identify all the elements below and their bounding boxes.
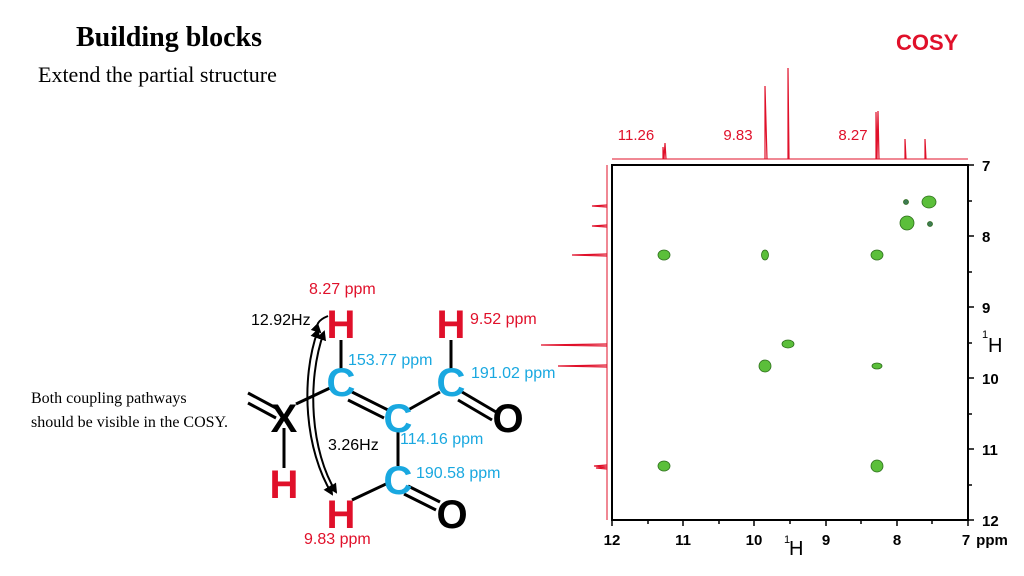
shift-label-h-top-left: 8.27 ppm (309, 281, 376, 298)
atoms: H H X C C C O H C O H (270, 303, 524, 537)
cosy-peak (903, 199, 909, 205)
top-projection: 11.26 9.83 8.27 (612, 67, 968, 160)
atom-h-bottom-center: H (327, 493, 356, 537)
bond-c-b-to-c-c (407, 390, 441, 412)
y-tick-label: 10 (982, 371, 999, 388)
x-axis-labels: 12 11 10 9 8 7 ppm (604, 532, 1008, 549)
x-axis-unit: ppm (976, 532, 1008, 549)
coupling-note: Both coupling pathways should be visible… (31, 390, 229, 431)
cosy-peak (899, 215, 915, 231)
atom-o-right: O (492, 397, 523, 441)
cosy-peak (781, 339, 795, 349)
top-peak-label-2: 9.83 (723, 127, 752, 144)
coupling-arrow-long-2 (312, 330, 338, 494)
bond-x-substituent-b (247, 401, 277, 420)
shift-labels: 8.27 ppm 9.52 ppm 12.92Hz 153.77 ppm 191… (251, 281, 556, 548)
bond-c-c-to-o-1 (461, 390, 497, 414)
shift-label-c-d: 190.58 ppm (416, 465, 501, 482)
cosy-peak (927, 221, 933, 227)
shift-label-h-top-right: 9.52 ppm (470, 311, 537, 328)
left-projection (540, 165, 608, 520)
top-peak-label-3: 8.27 (838, 127, 867, 144)
bond-c-d-to-o-2 (403, 492, 437, 512)
axis-ticks (611, 164, 974, 526)
shift-label-h-bottom: 9.83 ppm (304, 531, 371, 548)
y-tick-label: 11 (982, 442, 998, 459)
y-tick-label: 7 (982, 158, 990, 175)
cosy-peak (758, 359, 772, 373)
atom-c-d: C (384, 459, 413, 503)
x-axis-nucleus-label: 1 H (784, 534, 803, 560)
top-peak-label-1: 11.26 (618, 127, 654, 144)
cosy-peak (870, 249, 884, 261)
x-tick-label: 12 (604, 532, 621, 549)
coupling-label-long: 12.92Hz (251, 312, 311, 329)
bond-c-a-to-c-b-2 (347, 398, 385, 420)
slide-title: Building blocks (76, 22, 262, 53)
cosy-peak (921, 195, 937, 209)
slide-subtitle: Extend the partial structure (38, 62, 277, 87)
coupling-arrow-short (310, 315, 329, 334)
shift-label-c-c: 191.02 ppm (471, 365, 556, 382)
coupling-arrow-long-1 (306, 328, 334, 496)
molecule-structure: H H X C C C O H C O H 8.27 ppm 9.52 ppm … (247, 281, 556, 548)
bond-c-c-to-o-2 (457, 398, 493, 422)
coupling-label-short: 3.26Hz (328, 437, 379, 454)
cosy-peaks (657, 195, 937, 473)
x-tick-label: 10 (746, 532, 763, 549)
left-projection-peaks (540, 204, 608, 470)
y-tick-label: 8 (982, 229, 990, 246)
atom-c-a: C (327, 361, 356, 405)
atom-h-top-left: H (327, 303, 356, 347)
bond-c-d-to-o-1 (407, 484, 441, 504)
y-axis-nucleus-label: 1 H (982, 329, 1002, 357)
atom-o-bottom: O (436, 493, 467, 537)
y-axis-nucleus-sup: 1 (982, 329, 988, 341)
y-tick-label: 12 (982, 513, 999, 530)
bond-x-substituent-a (247, 391, 277, 410)
cosy-peak (657, 460, 671, 472)
atom-h-bottom-left: H (270, 463, 299, 507)
bond-c-a-to-c-b-1 (351, 390, 389, 412)
bond-c-d-to-h (351, 482, 387, 502)
cosy-spectrum: 11.26 9.83 8.27 (540, 67, 1008, 560)
cosy-peak (657, 249, 671, 261)
y-axis-nucleus: H (988, 335, 1002, 357)
x-tick-label: 7 (962, 532, 970, 549)
cosy-peak (761, 249, 769, 261)
x-tick-label: 9 (822, 532, 830, 549)
x-axis-nucleus: H (789, 538, 803, 560)
cosy-badge: COSY (896, 30, 959, 55)
top-projection-peaks (662, 67, 927, 160)
cosy-peak (871, 362, 883, 370)
atom-c-b: C (384, 397, 413, 441)
shift-label-c-a: 153.77 ppm (348, 352, 433, 369)
x-tick-label: 8 (893, 532, 901, 549)
shift-label-c-b: 114.16 ppm (400, 431, 483, 448)
cosy-peak (870, 459, 884, 473)
x-axis-nucleus-sup: 1 (784, 534, 790, 546)
y-axis-labels: 7 8 9 10 11 12 (982, 158, 999, 530)
coupling-arrows (306, 315, 338, 496)
bonds (247, 340, 497, 512)
atom-x: X (271, 397, 298, 441)
x-tick-label: 11 (675, 532, 691, 549)
atom-h-top-right: H (437, 303, 466, 347)
y-tick-label: 9 (982, 300, 990, 317)
atom-c-c: C (437, 361, 466, 405)
